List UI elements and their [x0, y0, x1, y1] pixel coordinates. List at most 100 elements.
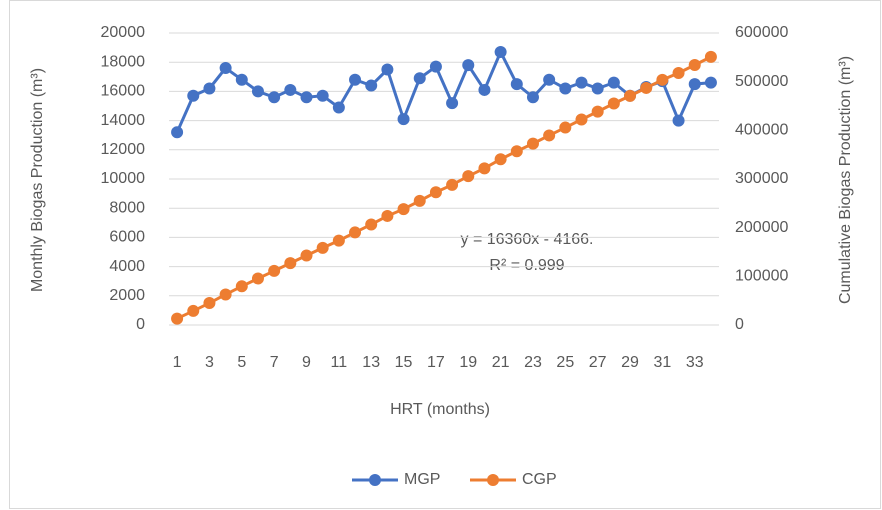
data-point: [543, 73, 556, 86]
x-tick-label: 7: [270, 354, 279, 371]
data-point: [494, 153, 507, 166]
data-point: [413, 72, 426, 85]
data-point: [494, 45, 507, 58]
y2-axis-title: Cumulative Biogas Production (m³): [837, 56, 854, 304]
data-point: [332, 101, 345, 114]
data-point: [446, 178, 459, 191]
legend-marker: [487, 474, 499, 486]
x-tick-label: 17: [427, 354, 445, 371]
x-tick-label: 11: [331, 354, 348, 371]
data-point: [429, 186, 442, 199]
data-point: [462, 59, 475, 72]
data-point: [316, 89, 329, 102]
y-tick-label: 4000: [109, 258, 145, 275]
legend-marker: [369, 474, 381, 486]
data-point: [429, 60, 442, 73]
data-point: [251, 85, 264, 98]
y2-tick-label: 200000: [735, 219, 788, 236]
x-tick-label: 27: [589, 354, 607, 371]
x-tick-label: 29: [621, 354, 639, 371]
annotation: R² = 0.999: [489, 257, 564, 274]
x-tick-label: 13: [362, 354, 380, 371]
data-point: [219, 62, 232, 75]
data-point: [365, 218, 378, 231]
data-point: [413, 194, 426, 207]
data-point: [381, 209, 394, 222]
y-tick-label: 0: [136, 316, 145, 333]
y-tick-label: 2000: [109, 287, 145, 304]
y2-tick-label: 100000: [735, 268, 788, 285]
legend-label: CGP: [522, 471, 557, 488]
data-point: [672, 114, 685, 127]
data-point: [624, 89, 637, 102]
data-point: [591, 82, 604, 95]
x-tick-label: 31: [653, 354, 671, 371]
data-point: [219, 288, 232, 301]
data-point: [462, 170, 475, 183]
y2-tick-label: 400000: [735, 122, 788, 139]
data-point: [349, 226, 362, 239]
data-point: [510, 78, 523, 91]
y-tick-label: 6000: [109, 229, 145, 246]
y2-tick-label: 500000: [735, 73, 788, 90]
data-point: [381, 63, 394, 76]
y-tick-label: 14000: [101, 112, 146, 129]
x-tick-label: 1: [173, 354, 182, 371]
y-tick-label: 18000: [101, 53, 146, 70]
data-point: [478, 162, 491, 175]
data-point: [171, 126, 184, 139]
data-point: [235, 280, 248, 293]
y2-tick-label: 600000: [735, 24, 788, 41]
data-point: [397, 203, 410, 216]
data-point: [575, 113, 588, 126]
x-tick-label: 25: [556, 354, 574, 371]
y2-tick-label: 300000: [735, 170, 788, 187]
data-point: [235, 73, 248, 86]
data-point: [171, 312, 184, 325]
data-point: [510, 145, 523, 158]
y-axis-title: Monthly Biogas Production (m³): [29, 68, 46, 292]
data-point: [284, 83, 297, 96]
y-tick-label: 10000: [101, 170, 146, 187]
data-point: [607, 76, 620, 89]
data-point: [672, 67, 685, 80]
y-tick-label: 12000: [101, 141, 146, 158]
y-tick-label: 20000: [101, 24, 146, 41]
data-point: [688, 58, 701, 71]
data-point: [251, 272, 264, 285]
data-point: [203, 82, 216, 95]
data-point: [526, 91, 539, 104]
x-tick-label: 19: [459, 354, 477, 371]
x-tick-label: 21: [492, 354, 510, 371]
data-point: [704, 50, 717, 63]
x-tick-label: 15: [395, 354, 413, 371]
data-point: [543, 129, 556, 142]
data-point: [187, 89, 200, 102]
data-point: [268, 91, 281, 104]
data-point: [688, 78, 701, 91]
y2-tick-label: 0: [735, 316, 744, 333]
data-point: [478, 83, 491, 96]
legend-label: MGP: [404, 471, 440, 488]
data-point: [640, 81, 653, 94]
x-tick-label: 9: [302, 354, 311, 371]
series-line: [176, 55, 712, 320]
data-point: [575, 76, 588, 89]
data-point: [203, 297, 216, 310]
data-point: [704, 76, 717, 89]
data-point: [300, 91, 313, 104]
x-tick-label: 3: [205, 354, 214, 371]
data-point: [284, 257, 297, 270]
data-point: [300, 249, 313, 262]
annotation: y = 16360x - 4166.: [461, 231, 594, 248]
data-point: [656, 73, 669, 86]
data-point: [332, 234, 345, 247]
x-axis-title: HRT (months): [390, 401, 490, 418]
data-point: [607, 97, 620, 110]
data-point: [446, 97, 459, 110]
x-tick-label: 23: [524, 354, 542, 371]
data-point: [349, 73, 362, 86]
data-point: [559, 121, 572, 134]
x-tick-label: 5: [237, 354, 246, 371]
